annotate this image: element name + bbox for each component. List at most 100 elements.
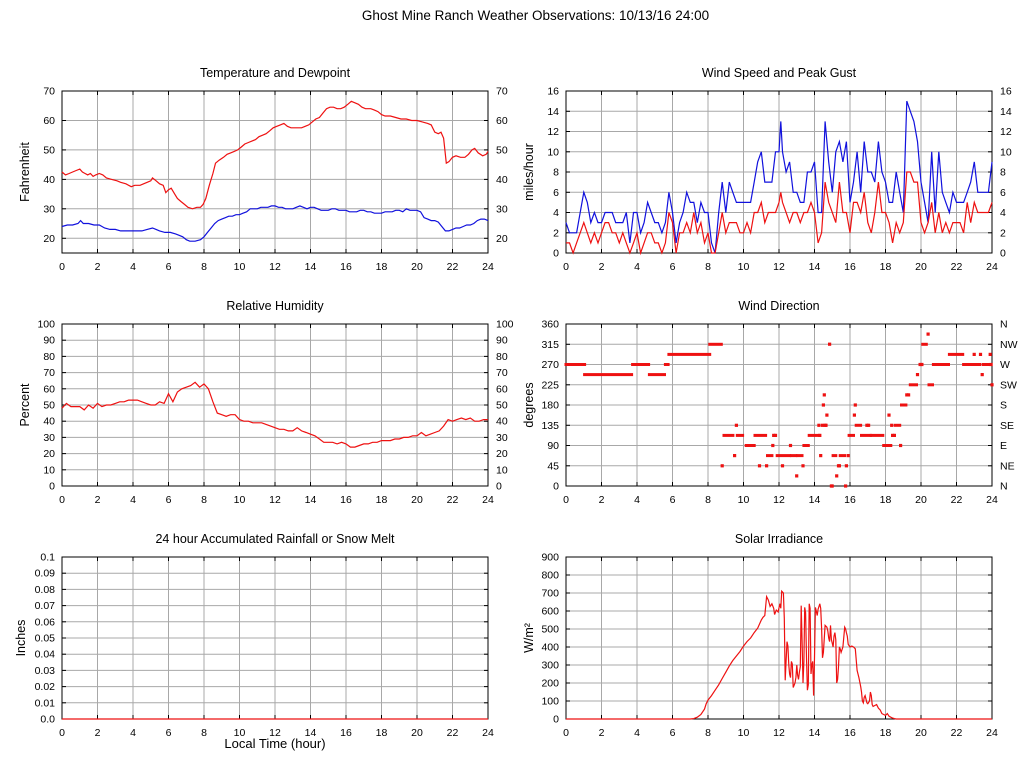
svg-text:0.07: 0.07 bbox=[35, 600, 56, 612]
svg-text:400: 400 bbox=[541, 642, 559, 654]
svg-text:24: 24 bbox=[986, 727, 998, 739]
svg-text:14: 14 bbox=[305, 261, 317, 273]
svg-text:4: 4 bbox=[130, 261, 136, 273]
svg-text:0.01: 0.01 bbox=[35, 697, 56, 709]
svg-text:E: E bbox=[1000, 440, 1007, 452]
svg-text:0: 0 bbox=[553, 481, 559, 493]
wind-speed-gust-plot: 0 2 4 6 8 10 12 14 16 18 20 22 24 0 2 4 6 8 10 12 14 16 0 2 4 6 8 1… bbox=[520, 75, 1027, 284]
svg-text:100: 100 bbox=[37, 319, 55, 331]
svg-text:60: 60 bbox=[43, 383, 55, 395]
svg-text:20: 20 bbox=[411, 494, 423, 506]
svg-text:24: 24 bbox=[986, 261, 998, 273]
svg-text:90: 90 bbox=[547, 440, 559, 452]
rainfall-plot: 0 2 4 6 8 10 12 14 16 18 20 22 24 0.0 0.01 0.02 0.03 0.04… bbox=[16, 541, 526, 750]
svg-text:0: 0 bbox=[59, 494, 65, 506]
svg-text:40: 40 bbox=[43, 174, 55, 186]
svg-text:12: 12 bbox=[269, 261, 281, 273]
svg-text:10: 10 bbox=[234, 494, 246, 506]
svg-text:24: 24 bbox=[482, 261, 494, 273]
svg-text:0: 0 bbox=[563, 261, 569, 273]
wind-direction-plot: 0 2 4 6 8 10 12 14 16 18 20 22 24 0 45 90 135 180 225 270 31… bbox=[520, 308, 1027, 517]
svg-text:22: 22 bbox=[951, 494, 963, 506]
svg-text:W: W bbox=[1000, 359, 1010, 371]
svg-text:0: 0 bbox=[59, 261, 65, 273]
svg-text:2: 2 bbox=[599, 727, 605, 739]
svg-text:N: N bbox=[1000, 481, 1008, 493]
svg-text:12: 12 bbox=[1000, 126, 1012, 138]
svg-text:0.04: 0.04 bbox=[35, 649, 56, 661]
svg-text:0.06: 0.06 bbox=[35, 616, 56, 628]
svg-text:0: 0 bbox=[553, 248, 559, 260]
svg-text:N: N bbox=[1000, 319, 1008, 331]
svg-text:180: 180 bbox=[541, 400, 559, 412]
svg-text:20: 20 bbox=[43, 448, 55, 460]
svg-text:500: 500 bbox=[541, 624, 559, 636]
svg-text:14: 14 bbox=[547, 106, 559, 118]
svg-text:14: 14 bbox=[809, 727, 821, 739]
svg-text:20: 20 bbox=[915, 494, 927, 506]
svg-text:600: 600 bbox=[541, 606, 559, 618]
svg-text:16: 16 bbox=[1000, 86, 1012, 98]
svg-text:8: 8 bbox=[201, 261, 207, 273]
svg-text:10: 10 bbox=[234, 727, 246, 739]
svg-text:315: 315 bbox=[541, 339, 559, 351]
svg-text:0.05: 0.05 bbox=[35, 633, 56, 645]
svg-text:0: 0 bbox=[59, 727, 65, 739]
svg-text:18: 18 bbox=[880, 727, 892, 739]
svg-text:22: 22 bbox=[447, 494, 459, 506]
svg-text:800: 800 bbox=[541, 570, 559, 582]
svg-text:14: 14 bbox=[1000, 106, 1012, 118]
svg-text:22: 22 bbox=[951, 261, 963, 273]
svg-text:8: 8 bbox=[1000, 167, 1006, 179]
svg-text:0: 0 bbox=[496, 481, 502, 493]
svg-text:6: 6 bbox=[670, 727, 676, 739]
svg-text:16: 16 bbox=[340, 494, 352, 506]
svg-text:8: 8 bbox=[705, 261, 711, 273]
svg-text:18: 18 bbox=[880, 261, 892, 273]
svg-text:12: 12 bbox=[773, 494, 785, 506]
svg-text:10: 10 bbox=[547, 146, 559, 158]
svg-text:70: 70 bbox=[496, 86, 508, 98]
svg-text:14: 14 bbox=[305, 727, 317, 739]
svg-text:24: 24 bbox=[482, 727, 494, 739]
svg-text:40: 40 bbox=[496, 174, 508, 186]
svg-text:12: 12 bbox=[773, 727, 785, 739]
svg-text:4: 4 bbox=[634, 727, 640, 739]
svg-text:10: 10 bbox=[234, 261, 246, 273]
svg-text:16: 16 bbox=[844, 261, 856, 273]
x-axis-label: Local Time (hour) bbox=[224, 736, 326, 751]
svg-text:100: 100 bbox=[541, 696, 559, 708]
svg-text:70: 70 bbox=[43, 86, 55, 98]
svg-text:10: 10 bbox=[738, 727, 750, 739]
svg-text:50: 50 bbox=[496, 400, 508, 412]
chart-title-temperature: Temperature and Dewpoint bbox=[199, 66, 351, 80]
svg-text:45: 45 bbox=[547, 460, 559, 472]
svg-text:10: 10 bbox=[738, 261, 750, 273]
svg-text:20: 20 bbox=[915, 261, 927, 273]
svg-text:2: 2 bbox=[95, 261, 101, 273]
svg-text:6: 6 bbox=[670, 261, 676, 273]
svg-text:24: 24 bbox=[986, 494, 998, 506]
svg-text:100: 100 bbox=[496, 319, 514, 331]
svg-text:12: 12 bbox=[773, 261, 785, 273]
svg-text:16: 16 bbox=[340, 261, 352, 273]
chart-title-wind-speed: Wind Speed and Peak Gust bbox=[701, 66, 857, 80]
svg-text:0.03: 0.03 bbox=[35, 665, 56, 677]
svg-text:10: 10 bbox=[43, 464, 55, 476]
svg-text:0: 0 bbox=[563, 727, 569, 739]
chart-title-wind-direction: Wind Direction bbox=[738, 299, 820, 313]
svg-text:225: 225 bbox=[541, 379, 559, 391]
svg-text:0: 0 bbox=[563, 494, 569, 506]
svg-text:SW: SW bbox=[1000, 379, 1017, 391]
chart-title-solar: Solar Irradiance bbox=[734, 532, 824, 546]
svg-text:4: 4 bbox=[1000, 207, 1006, 219]
svg-text:80: 80 bbox=[43, 351, 55, 363]
svg-text:6: 6 bbox=[553, 187, 559, 199]
svg-text:2: 2 bbox=[1000, 227, 1006, 239]
svg-text:22: 22 bbox=[447, 727, 459, 739]
svg-text:90: 90 bbox=[43, 335, 55, 347]
svg-text:14: 14 bbox=[809, 494, 821, 506]
svg-text:60: 60 bbox=[496, 115, 508, 127]
svg-text:80: 80 bbox=[496, 351, 508, 363]
